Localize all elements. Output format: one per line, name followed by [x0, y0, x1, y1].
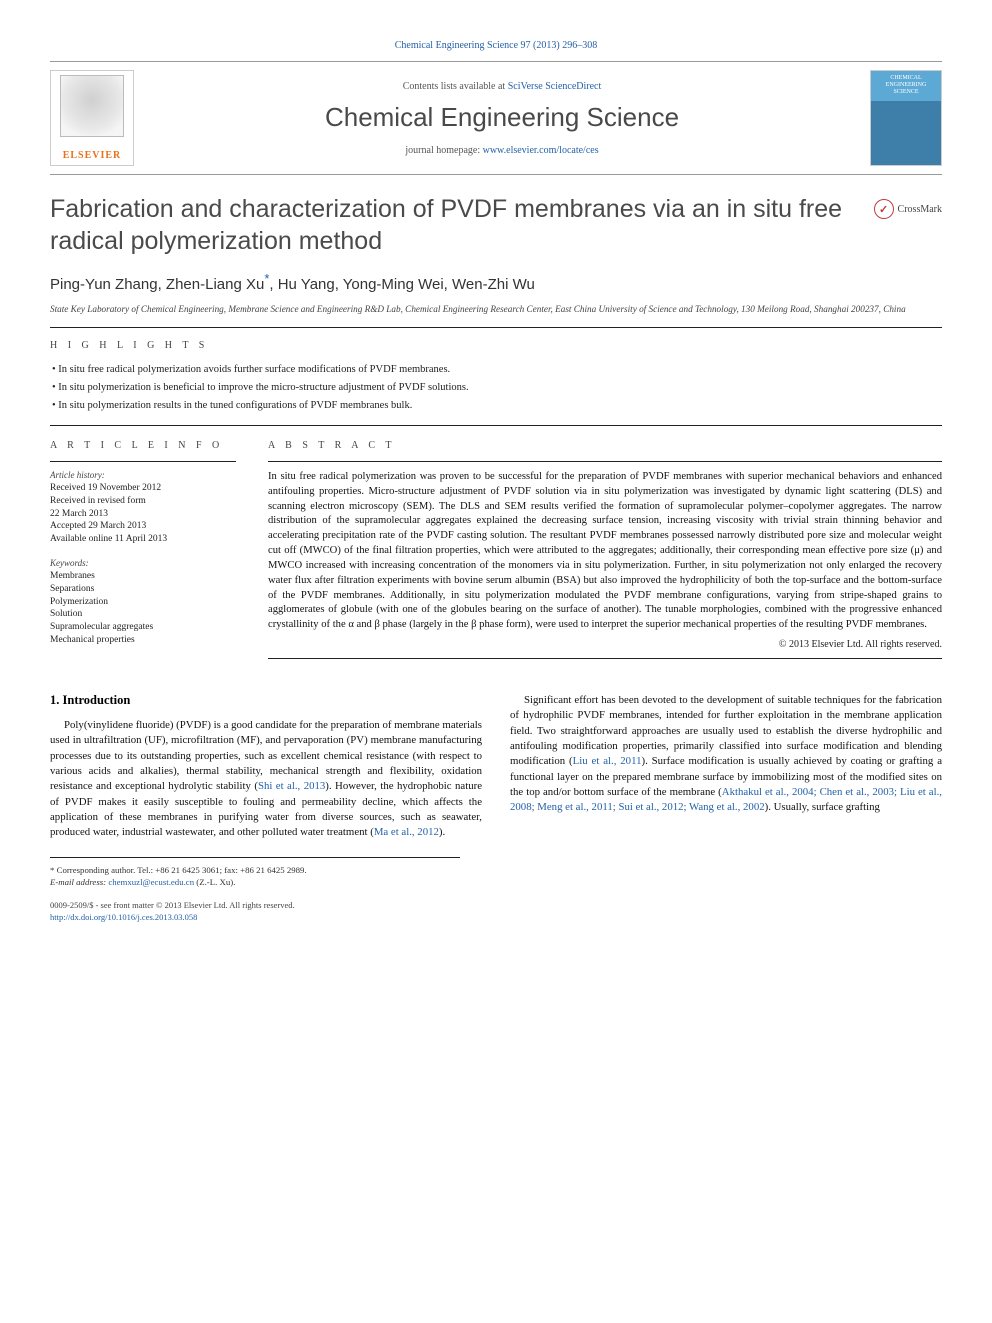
article-title: Fabrication and characterization of PVDF…	[50, 193, 860, 257]
history-line: Received 19 November 2012	[50, 482, 236, 495]
homepage-prefix: journal homepage:	[405, 145, 482, 156]
keyword-item: Mechanical properties	[50, 634, 236, 647]
highlights-list: • In situ free radical polymerization av…	[50, 361, 942, 415]
authors-line: Ping-Yun Zhang, Zhen-Liang Xu*, Hu Yang,…	[50, 271, 942, 293]
history-line: Available online 11 April 2013	[50, 533, 236, 546]
body-paragraph-2: Significant effort has been devoted to t…	[510, 693, 942, 816]
keyword-item: Supramolecular aggregates	[50, 621, 236, 634]
homepage-line: journal homepage: www.elsevier.com/locat…	[134, 145, 870, 156]
email-name: (Z.-L. Xu).	[194, 877, 235, 887]
elsevier-tree-icon	[60, 75, 124, 137]
email-label: E-mail address:	[50, 877, 106, 887]
separator-2	[50, 425, 942, 426]
keyword-item: Solution	[50, 608, 236, 621]
journal-title: Chemical Engineering Science	[134, 102, 870, 133]
history-label: Article history:	[50, 470, 236, 480]
highlight-item: • In situ free radical polymerization av…	[52, 361, 942, 379]
contents-prefix: Contents lists available at	[403, 81, 508, 92]
body-columns: 1. Introduction Poly(vinylidene fluoride…	[50, 693, 942, 841]
info-separator	[50, 461, 236, 462]
doi-link[interactable]: http://dx.doi.org/10.1016/j.ces.2013.03.…	[50, 912, 197, 922]
abstract-copyright: © 2013 Elsevier Ltd. All rights reserved…	[268, 639, 942, 650]
keyword-item: Membranes	[50, 570, 236, 583]
abstract-separator-top	[268, 461, 942, 462]
elsevier-logo[interactable]: ELSEVIER	[50, 70, 134, 166]
body-text-span: ).	[439, 826, 445, 838]
abstract-text: In situ free radical polymerization was …	[268, 470, 942, 633]
article-info-heading: A R T I C L E I N F O	[50, 440, 236, 451]
journal-cover-thumb[interactable]: CHEMICAL ENGINEERING SCIENCE	[870, 70, 942, 166]
citation-link[interactable]: Shi et al., 2013	[258, 780, 325, 792]
highlight-item: • In situ polymerization results in the …	[52, 397, 942, 415]
crossmark-label: CrossMark	[898, 204, 942, 215]
history-line: Received in revised form	[50, 495, 236, 508]
introduction-heading: 1. Introduction	[50, 693, 482, 708]
keyword-item: Separations	[50, 583, 236, 596]
journal-reference: Chemical Engineering Science 97 (2013) 2…	[50, 40, 942, 51]
cover-title-text: CHEMICAL ENGINEERING SCIENCE	[873, 75, 939, 97]
abstract-heading: A B S T R A C T	[268, 440, 942, 451]
keyword-item: Polymerization	[50, 596, 236, 609]
separator-1	[50, 327, 942, 328]
author-names-1[interactable]: Ping-Yun Zhang, Zhen-Liang Xu	[50, 276, 264, 293]
history-block: Received 19 November 2012 Received in re…	[50, 482, 236, 546]
footer-issn: 0009-2509/$ - see front matter © 2013 El…	[50, 900, 942, 923]
journal-banner: ELSEVIER Contents lists available at Sci…	[50, 61, 942, 175]
highlight-item: • In situ polymerization is beneficial t…	[52, 379, 942, 397]
history-line: 22 March 2013	[50, 508, 236, 521]
crossmark-badge[interactable]: ✓ CrossMark	[874, 193, 942, 219]
abstract-separator-bottom	[268, 658, 942, 659]
keywords-list: Membranes Separations Polymerization Sol…	[50, 570, 236, 647]
footnotes: * Corresponding author. Tel.: +86 21 642…	[50, 857, 460, 889]
body-text-span: ). Usually, surface grafting	[765, 801, 880, 813]
citation-link[interactable]: Ma et al., 2012	[374, 826, 439, 838]
keywords-label: Keywords:	[50, 558, 236, 568]
author-names-2[interactable]: , Hu Yang, Yong-Ming Wei, Wen-Zhi Wu	[269, 276, 534, 293]
journal-reference-link[interactable]: Chemical Engineering Science 97 (2013) 2…	[395, 40, 597, 51]
history-line: Accepted 29 March 2013	[50, 520, 236, 533]
highlights-heading: H I G H L I G H T S	[50, 340, 942, 351]
homepage-link[interactable]: www.elsevier.com/locate/ces	[483, 145, 599, 156]
affiliation: State Key Laboratory of Chemical Enginee…	[50, 303, 942, 315]
crossmark-icon: ✓	[874, 199, 894, 219]
contents-line: Contents lists available at SciVerse Sci…	[134, 81, 870, 92]
issn-line: 0009-2509/$ - see front matter © 2013 El…	[50, 900, 942, 911]
sciencedirect-link[interactable]: SciVerse ScienceDirect	[508, 81, 602, 92]
elsevier-label: ELSEVIER	[53, 150, 131, 161]
email-link[interactable]: chemxuzl@ecust.edu.cn	[108, 877, 194, 887]
citation-link[interactable]: Liu et al., 2011	[573, 755, 642, 767]
body-paragraph-1: Poly(vinylidene fluoride) (PVDF) is a go…	[50, 718, 482, 841]
corresponding-footnote: * Corresponding author. Tel.: +86 21 642…	[50, 864, 460, 876]
email-footnote: E-mail address: chemxuzl@ecust.edu.cn (Z…	[50, 876, 460, 888]
